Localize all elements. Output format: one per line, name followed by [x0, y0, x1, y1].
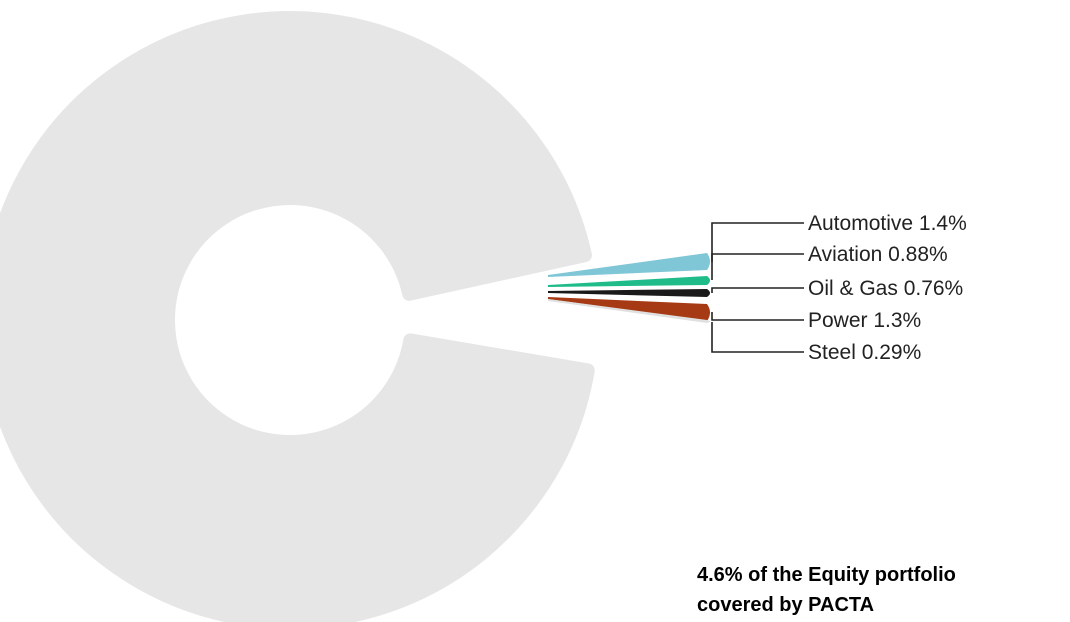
slice-label: Oil & Gas 0.76% — [808, 277, 963, 300]
coverage-caption-line-2: covered by PACTA — [697, 594, 875, 616]
slice-label: Automotive 1.4% — [808, 212, 967, 235]
slice-label: Power 1.3% — [808, 309, 921, 332]
slice-remainder — [0, 11, 595, 622]
slice-label: Aviation 0.88% — [808, 243, 948, 266]
coverage-caption: 4.6% of the Equity portfolio covered by … — [697, 560, 1067, 620]
leader-line — [711, 322, 804, 353]
coverage-caption-line-1: 4.6% of the Equity portfolio — [697, 564, 956, 586]
slice-power — [548, 297, 710, 321]
leader-line — [711, 253, 804, 280]
leader-line — [711, 312, 804, 321]
slice-label: Steel 0.29% — [808, 341, 921, 364]
slice-oil-gas — [548, 289, 710, 297]
leader-line — [711, 222, 804, 262]
slice-steel — [548, 299, 710, 323]
slice-automotive — [548, 253, 710, 277]
slice-aviation — [548, 276, 710, 287]
leader-line — [711, 287, 804, 293]
